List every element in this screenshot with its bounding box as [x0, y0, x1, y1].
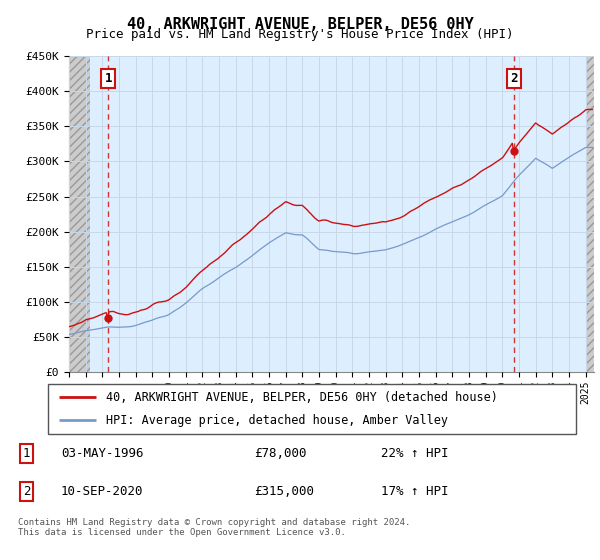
Text: HPI: Average price, detached house, Amber Valley: HPI: Average price, detached house, Ambe…	[106, 414, 448, 427]
Bar	[586, 56, 594, 372]
FancyBboxPatch shape	[48, 384, 576, 434]
Text: £315,000: £315,000	[254, 485, 314, 498]
Text: 03-MAY-1996: 03-MAY-1996	[61, 447, 143, 460]
Text: Price paid vs. HM Land Registry's House Price Index (HPI): Price paid vs. HM Land Registry's House …	[86, 28, 514, 41]
Text: 40, ARKWRIGHT AVENUE, BELPER, DE56 0HY: 40, ARKWRIGHT AVENUE, BELPER, DE56 0HY	[127, 17, 473, 32]
Text: Contains HM Land Registry data © Crown copyright and database right 2024.
This d: Contains HM Land Registry data © Crown c…	[18, 518, 410, 538]
Text: £78,000: £78,000	[254, 447, 307, 460]
Text: 2: 2	[510, 72, 518, 85]
Text: 1: 1	[23, 447, 30, 460]
Text: 17% ↑ HPI: 17% ↑ HPI	[380, 485, 448, 498]
Text: 1: 1	[104, 72, 112, 85]
Bar	[69, 56, 90, 372]
Text: 2: 2	[23, 485, 30, 498]
Text: 22% ↑ HPI: 22% ↑ HPI	[380, 447, 448, 460]
Text: 10-SEP-2020: 10-SEP-2020	[61, 485, 143, 498]
Text: 40, ARKWRIGHT AVENUE, BELPER, DE56 0HY (detached house): 40, ARKWRIGHT AVENUE, BELPER, DE56 0HY (…	[106, 391, 498, 404]
